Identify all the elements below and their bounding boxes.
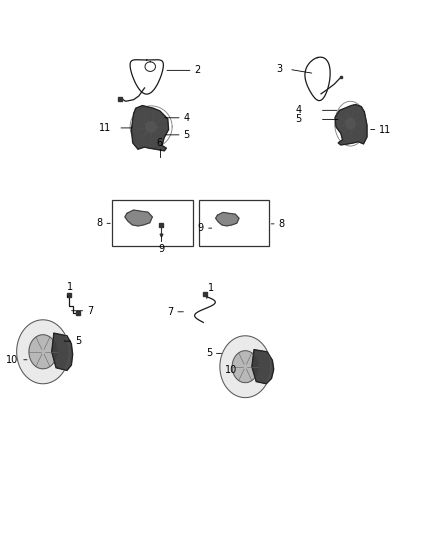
Text: 5: 5 xyxy=(206,349,212,358)
Polygon shape xyxy=(125,210,152,226)
Polygon shape xyxy=(335,104,367,145)
Text: 9: 9 xyxy=(198,223,204,233)
Polygon shape xyxy=(346,118,355,129)
Text: 4: 4 xyxy=(183,113,189,123)
Bar xyxy=(199,200,269,246)
Text: 8: 8 xyxy=(96,219,102,228)
Text: 6: 6 xyxy=(157,138,163,148)
Text: 8: 8 xyxy=(279,219,285,229)
Text: 5: 5 xyxy=(295,115,301,124)
Text: 9: 9 xyxy=(158,244,164,254)
Text: 2: 2 xyxy=(194,66,201,75)
Polygon shape xyxy=(146,122,156,132)
Text: 5: 5 xyxy=(75,336,81,346)
Polygon shape xyxy=(131,106,169,151)
Text: 10: 10 xyxy=(225,366,237,375)
Polygon shape xyxy=(215,212,239,226)
Text: 3: 3 xyxy=(276,64,283,74)
Polygon shape xyxy=(232,351,258,383)
Text: 11: 11 xyxy=(99,123,112,133)
Text: 7: 7 xyxy=(87,306,93,316)
Text: 11: 11 xyxy=(379,125,391,134)
Text: 5: 5 xyxy=(183,130,189,140)
Polygon shape xyxy=(252,350,274,384)
Text: 1: 1 xyxy=(208,282,214,293)
Polygon shape xyxy=(220,336,271,398)
Text: 1: 1 xyxy=(67,281,73,292)
Text: 10: 10 xyxy=(6,355,18,365)
Text: 4: 4 xyxy=(295,106,301,115)
Bar xyxy=(112,200,193,246)
Polygon shape xyxy=(52,333,73,370)
Polygon shape xyxy=(29,335,57,369)
Text: 7: 7 xyxy=(167,307,173,317)
Polygon shape xyxy=(17,320,69,384)
